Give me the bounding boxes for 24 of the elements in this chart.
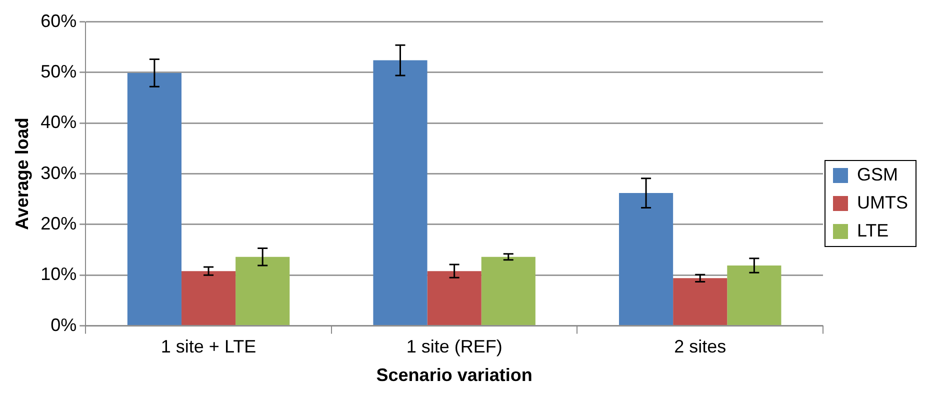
bar — [127, 72, 182, 326]
x-tick-label: 1 site (REF) — [406, 336, 502, 357]
bar — [181, 271, 236, 326]
y-tick-label: 40% — [40, 112, 77, 132]
y-tick-label: 60% — [40, 10, 77, 31]
bar — [427, 271, 482, 326]
bar — [373, 60, 428, 326]
y-tick-label: 50% — [40, 61, 77, 82]
legend-label: UMTS — [857, 192, 908, 212]
bar — [236, 256, 290, 326]
x-tick-label: 1 site + LTE — [160, 336, 256, 357]
y-axis-title: Average load — [12, 118, 32, 230]
y-tick-label: 0% — [50, 314, 77, 335]
bar — [481, 256, 536, 326]
y-tick-label: 30% — [40, 162, 77, 183]
bar — [618, 193, 674, 326]
legend-label: LTE — [857, 220, 889, 240]
bar — [673, 278, 728, 326]
y-tick-label: 20% — [40, 213, 77, 234]
legend-label: GSM — [857, 164, 898, 184]
y-tick-label: 10% — [40, 264, 77, 284]
bar — [727, 266, 782, 326]
x-axis-title: Scenario variation — [376, 365, 532, 386]
x-tick-label: 2 sites — [674, 336, 726, 357]
